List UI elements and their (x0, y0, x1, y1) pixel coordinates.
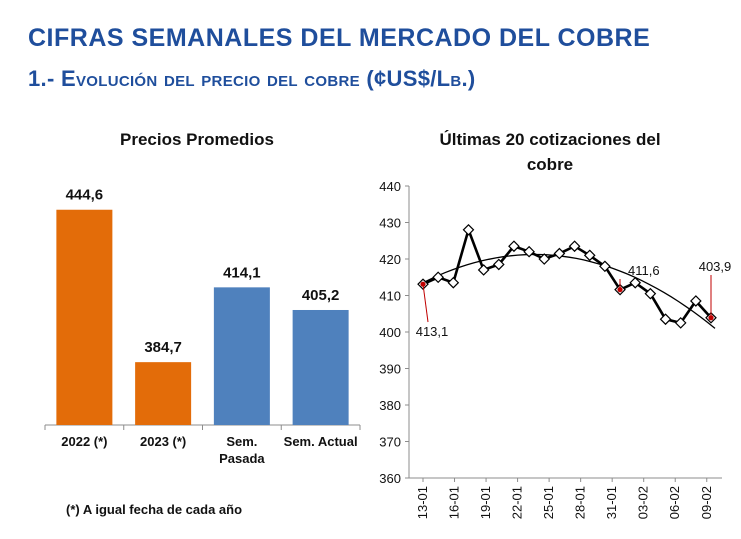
annotation-leader-0 (422, 284, 429, 323)
price-point-4 (477, 264, 490, 276)
y-tick-label-370: 370 (379, 435, 401, 450)
page-title: CIFRAS SEMANALES DEL MERCADO DEL COBRE (28, 24, 651, 52)
price-point-11 (583, 249, 596, 262)
y-tick-label-390: 390 (379, 362, 401, 377)
x-tick-label-9: 09-02 (699, 486, 714, 519)
x-tick-label-6: 31-01 (604, 486, 619, 519)
bar-value-label-3: 405,2 (302, 287, 340, 304)
bar-value-label-1: 384,7 (144, 339, 182, 356)
page-subtitle: 1.- Evolución del precio del cobre (¢US$… (28, 66, 476, 91)
y-tick-label-430: 430 (379, 216, 401, 231)
annotation-label-0: 413,1 (416, 324, 449, 339)
bar-category-label-2-0: Sem. (226, 434, 257, 449)
bar-2 (213, 287, 270, 425)
bar-value-label-0: 444,6 (66, 187, 104, 204)
x-tick-label-7: 03-02 (636, 486, 651, 519)
price-point-3 (462, 223, 475, 236)
x-tick-label-2: 19-01 (478, 486, 493, 519)
y-tick-label-440: 440 (379, 179, 401, 194)
price-point-16 (659, 313, 672, 326)
price-line (422, 225, 712, 325)
bar-value-label-2: 414,1 (223, 264, 261, 281)
y-tick-label-380: 380 (379, 398, 401, 413)
price-point-15 (644, 287, 657, 300)
price-point-12 (599, 260, 611, 273)
x-tick-label-0: 13-01 (415, 486, 430, 519)
price-point-8 (538, 253, 551, 265)
bar-category-label-2-1: Pasada (219, 451, 265, 466)
bar-0 (56, 209, 113, 425)
price-point-1 (432, 271, 445, 284)
price-point-7 (523, 245, 535, 258)
line-chart-title-line-2: cobre (527, 155, 573, 174)
y-tick-label-400: 400 (379, 325, 401, 340)
trendline (422, 253, 716, 329)
x-tick-label-4: 25-01 (541, 486, 556, 519)
y-tick-label-420: 420 (379, 252, 401, 267)
annotation-label-19: 403,9 (699, 259, 732, 274)
y-tick-label-360: 360 (379, 471, 401, 486)
x-tick-label-8: 06-02 (667, 486, 682, 519)
price-point-18 (689, 295, 702, 307)
bar-1 (135, 362, 192, 425)
x-tick-label-3: 22-01 (510, 486, 525, 519)
x-tick-label-1: 16-01 (447, 486, 462, 519)
bar-category-label-3-0: Sem. Actual (284, 434, 358, 449)
price-point-5 (492, 258, 505, 271)
price-point-2 (447, 276, 460, 289)
annotation-label-13: 411,6 (628, 263, 660, 278)
line-chart-title-line-1: Últimas 20 cotizaciones del (439, 130, 660, 149)
footnote: (*) A igual fecha de cada año (66, 502, 243, 517)
bar-category-label-0-0: 2022 (*) (61, 434, 107, 449)
bar-chart-title: Precios Promedios (120, 130, 274, 149)
x-tick-label-5: 28-01 (573, 486, 588, 519)
bar-3 (292, 309, 349, 425)
price-point-10 (568, 240, 581, 253)
y-tick-label-410: 410 (379, 289, 401, 304)
price-point-9 (553, 247, 566, 260)
bar-category-label-1-0: 2023 (*) (140, 434, 186, 449)
price-point-14 (629, 276, 642, 289)
price-point-17 (674, 317, 687, 329)
price-point-6 (508, 240, 520, 253)
